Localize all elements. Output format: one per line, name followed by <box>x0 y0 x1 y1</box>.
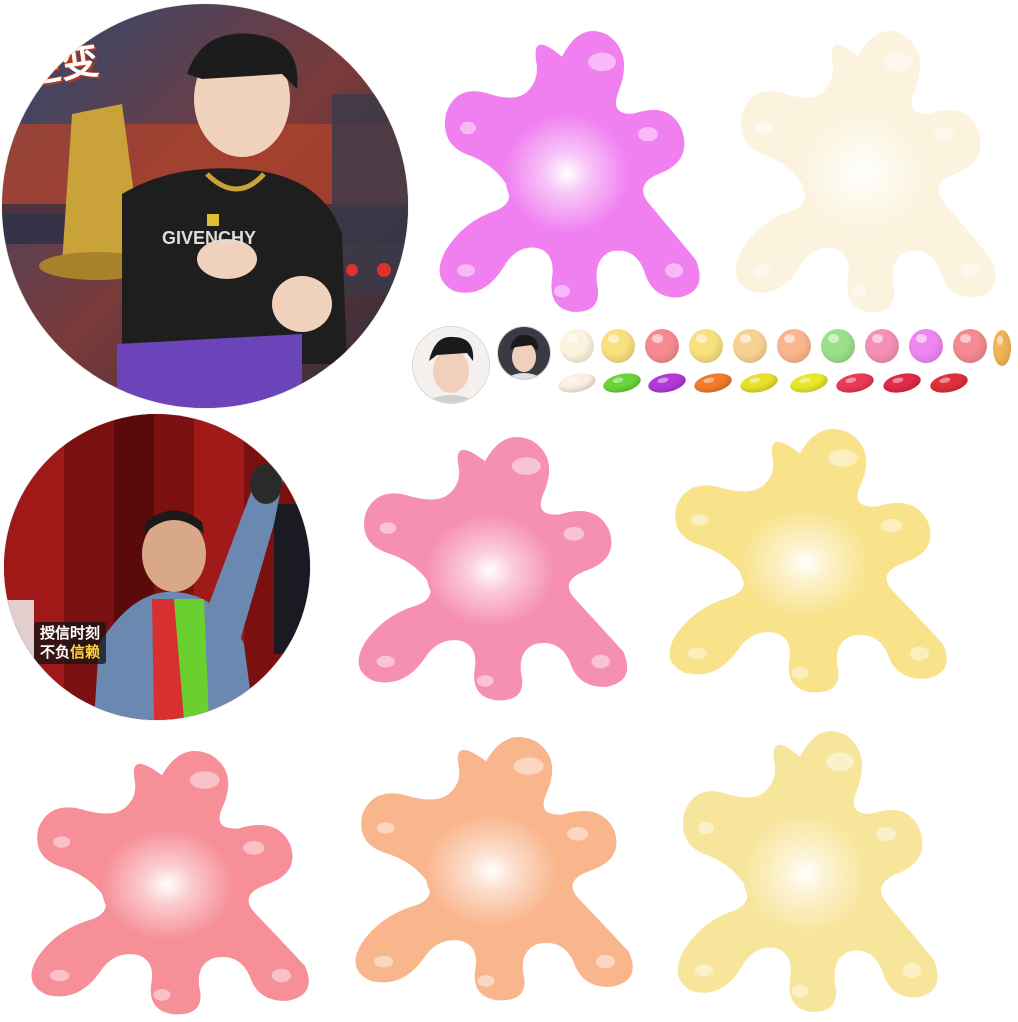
palette-dot <box>645 329 679 363</box>
palette-dot <box>909 329 943 363</box>
splat-highlight <box>792 984 808 998</box>
palette-dot <box>689 329 723 363</box>
splat-glow <box>425 814 558 927</box>
thumb-photo-1 <box>412 326 490 404</box>
splat-highlight <box>554 284 570 298</box>
splat-highlight <box>881 519 903 533</box>
palette-bean <box>692 370 734 396</box>
palette-bean <box>834 370 876 396</box>
splat-highlight <box>827 449 858 467</box>
video-caption: 授信时刻 不负信赖 <box>34 622 107 664</box>
palette-dot <box>601 329 635 363</box>
splat-highlight <box>909 646 930 661</box>
splat-highlight <box>457 264 475 277</box>
show-logo-text: 逆变 <box>20 39 102 93</box>
splat-glow <box>739 506 872 619</box>
splat-highlight <box>513 757 544 775</box>
palette-bean <box>738 370 780 396</box>
splat-highlight <box>460 121 476 135</box>
splat-glow <box>426 514 555 627</box>
splat-glow <box>801 113 925 234</box>
splat-lemon <box>650 700 950 1020</box>
palette-dot <box>777 329 811 363</box>
splat-highlight <box>884 52 912 72</box>
splat-glow <box>743 813 867 934</box>
splat-highlight <box>511 457 541 475</box>
splat-highlight <box>756 121 772 135</box>
caption-part-b: 信赖 <box>70 644 101 661</box>
splat-coral <box>2 722 322 1022</box>
palette-dot <box>953 329 987 363</box>
splat-highlight <box>591 654 611 669</box>
palette-bean <box>788 370 830 396</box>
splat-highlight <box>379 522 397 534</box>
splat-highlight <box>53 836 71 848</box>
svg-text:GIVENCHY: GIVENCHY <box>162 228 256 248</box>
splat-highlight <box>695 964 713 977</box>
palette-bean <box>928 370 970 396</box>
splat-peach <box>326 708 646 1008</box>
splat-cream <box>708 0 1008 320</box>
palette-bean <box>881 370 923 396</box>
palette-dot <box>733 329 767 363</box>
palette-dot <box>821 329 855 363</box>
caption-line-2: 不负信赖 <box>40 643 100 662</box>
splat-highlight <box>243 841 265 855</box>
splat-highlight <box>588 52 616 72</box>
splat-magenta <box>412 0 712 320</box>
splat-pink <box>330 408 640 708</box>
splat-highlight <box>934 126 954 142</box>
splat-highlight <box>698 821 714 835</box>
splat-highlight <box>638 126 658 142</box>
splat-yellow <box>640 400 960 700</box>
splat-highlight <box>376 655 396 668</box>
splat-highlight <box>850 284 866 298</box>
splat-highlight <box>961 263 979 278</box>
splat-highlight <box>153 989 171 1001</box>
splat-highlight <box>477 975 495 987</box>
splat-highlight <box>665 263 683 278</box>
splat-highlight <box>826 752 854 772</box>
splat-glow <box>101 828 234 941</box>
splat-highlight <box>374 955 394 968</box>
caption-line-1: 授信时刻 <box>40 625 101 642</box>
splat-highlight <box>688 647 708 660</box>
splat-highlight <box>753 264 771 277</box>
splat-highlight <box>595 954 616 969</box>
splat-highlight <box>876 826 896 842</box>
splat-glow <box>505 113 629 234</box>
palette-dot <box>560 329 594 363</box>
palette-dot <box>993 330 1011 366</box>
splat-highlight <box>903 963 921 978</box>
palette-dot <box>865 329 899 363</box>
splat-highlight <box>377 822 395 834</box>
splat-highlight <box>50 969 70 982</box>
palette-bean <box>601 370 643 396</box>
splat-highlight <box>563 527 585 541</box>
splat-highlight <box>189 771 220 789</box>
palette-bean <box>646 370 688 396</box>
thumb-photo-2 <box>497 326 551 380</box>
caption-part-a: 不负 <box>40 644 71 661</box>
splat-highlight <box>271 968 292 983</box>
splat-highlight <box>476 675 494 687</box>
splat-highlight <box>691 514 709 526</box>
palette-bean <box>556 370 598 396</box>
avatar-photo-bottom: 授信时刻 不负信赖 <box>4 414 310 720</box>
splat-highlight <box>791 667 809 679</box>
avatar-photo-top: GIVENCHY 逆变 <box>2 4 408 408</box>
splat-highlight <box>567 827 589 841</box>
